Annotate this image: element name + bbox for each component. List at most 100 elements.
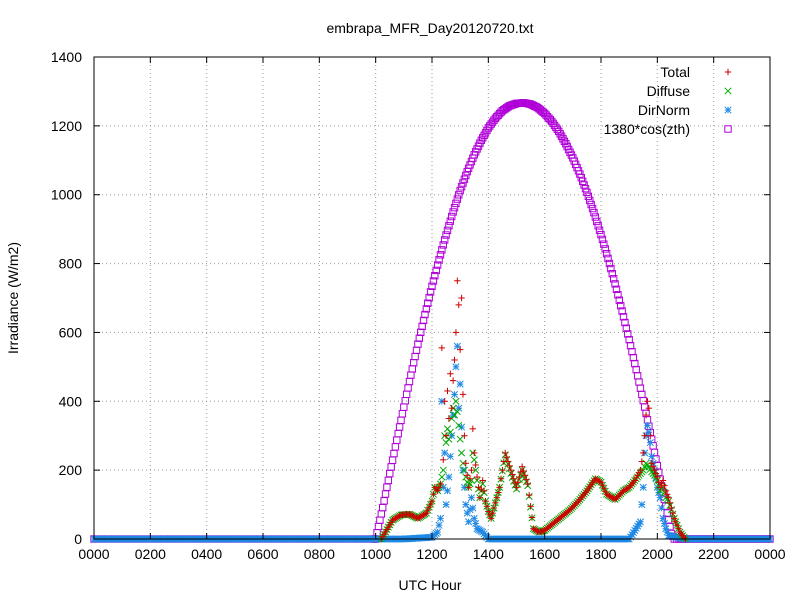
y-tick-label: 1200	[51, 118, 82, 134]
data-point	[452, 329, 460, 336]
data-point	[455, 301, 462, 309]
data-point	[618, 307, 626, 315]
data-point	[496, 484, 503, 491]
data-point-interp	[638, 501, 646, 509]
data-point	[507, 466, 515, 474]
data-point-interp	[514, 478, 522, 486]
x-tick-label: 0400	[191, 546, 222, 562]
data-point	[643, 421, 652, 429]
x-tick-label: 0600	[247, 546, 278, 562]
data-point-interp	[596, 478, 603, 485]
data-point	[446, 428, 454, 436]
data-point-interp	[527, 503, 534, 510]
data-point-interp	[595, 226, 604, 234]
x-axis-label: UTC Hour	[398, 577, 461, 593]
data-point-interp	[600, 240, 608, 248]
data-point	[448, 404, 455, 412]
x-tick-label: 1000	[360, 546, 391, 562]
legend-marker	[724, 125, 732, 133]
gridlines	[94, 57, 770, 539]
data-point-interp	[492, 499, 499, 507]
data-point	[450, 390, 459, 398]
data-point-interp	[472, 519, 480, 528]
y-tick-label: 1000	[51, 187, 82, 203]
data-point-interp	[661, 482, 668, 489]
data-point-interp	[497, 475, 505, 482]
data-point	[645, 404, 653, 412]
data-point	[449, 377, 457, 384]
data-point	[441, 398, 448, 405]
data-point	[465, 518, 473, 526]
data-point-interp	[617, 490, 624, 497]
x-tick-label: 0000	[754, 546, 785, 562]
data-point-interp	[511, 479, 519, 487]
data-point	[467, 494, 475, 502]
data-point-interp	[424, 506, 431, 514]
data-point-interp	[421, 510, 429, 518]
data-point-interp	[443, 226, 452, 235]
data-point	[428, 497, 436, 505]
data-point	[644, 398, 651, 405]
data-point-interp	[432, 266, 440, 275]
data-point-interp	[569, 503, 577, 511]
data-point	[611, 280, 619, 288]
y-tick-label: 600	[59, 324, 83, 340]
y-tick-label: 0	[74, 531, 82, 547]
data-point-interp	[523, 476, 530, 483]
data-point	[434, 487, 441, 494]
data-point	[485, 508, 492, 515]
legend-label: 1380*cos(zth)	[604, 121, 690, 137]
data-point-interp	[588, 204, 597, 213]
x-tick-label: 1400	[473, 546, 504, 562]
data-point	[476, 494, 484, 501]
data-point-interp	[608, 269, 616, 278]
data-point-interp	[584, 192, 593, 201]
data-point	[470, 456, 478, 464]
data-point-interp	[591, 213, 600, 221]
data-point	[435, 256, 443, 264]
data-point	[597, 230, 605, 239]
data-point	[639, 483, 647, 491]
data-point-interp	[594, 222, 602, 230]
legend-label: DirNorm	[638, 102, 690, 118]
data-point	[604, 254, 612, 263]
data-point	[469, 425, 477, 433]
data-point-interp	[450, 203, 459, 212]
data-point-interp	[649, 463, 657, 470]
data-point-interp	[411, 513, 419, 521]
data-point-interp	[615, 296, 624, 304]
data-point	[471, 449, 478, 457]
data-point	[453, 408, 461, 416]
data-point-interp	[427, 500, 434, 508]
data-point-interp	[587, 200, 595, 209]
data-point-interp	[520, 467, 527, 475]
data-point-interp	[457, 183, 466, 191]
data-point-interp	[668, 504, 675, 512]
data-point	[507, 470, 515, 478]
data-point-interp	[435, 521, 443, 529]
data-point	[641, 432, 648, 439]
data-point	[442, 231, 450, 239]
data-point-interp	[499, 466, 506, 474]
data-point	[445, 415, 453, 422]
data-point-interp	[409, 512, 416, 519]
x-tick-label: 0200	[135, 546, 166, 562]
data-point	[636, 518, 644, 526]
data-point	[461, 432, 468, 439]
data-point-interp	[672, 518, 679, 525]
data-point-interp	[425, 503, 433, 511]
data-point	[455, 421, 463, 429]
data-point-interp	[658, 504, 666, 512]
data-point	[449, 208, 457, 216]
data-point	[513, 484, 520, 491]
data-point-interp	[573, 499, 581, 506]
data-point	[645, 428, 653, 436]
data-point	[454, 277, 461, 284]
data-point-interp	[510, 475, 517, 482]
data-point	[566, 506, 574, 513]
data-point	[437, 480, 444, 488]
data-point	[473, 476, 481, 485]
data-point-interp	[455, 191, 463, 199]
data-point-interp	[663, 491, 671, 498]
data-point-interp	[472, 461, 479, 469]
